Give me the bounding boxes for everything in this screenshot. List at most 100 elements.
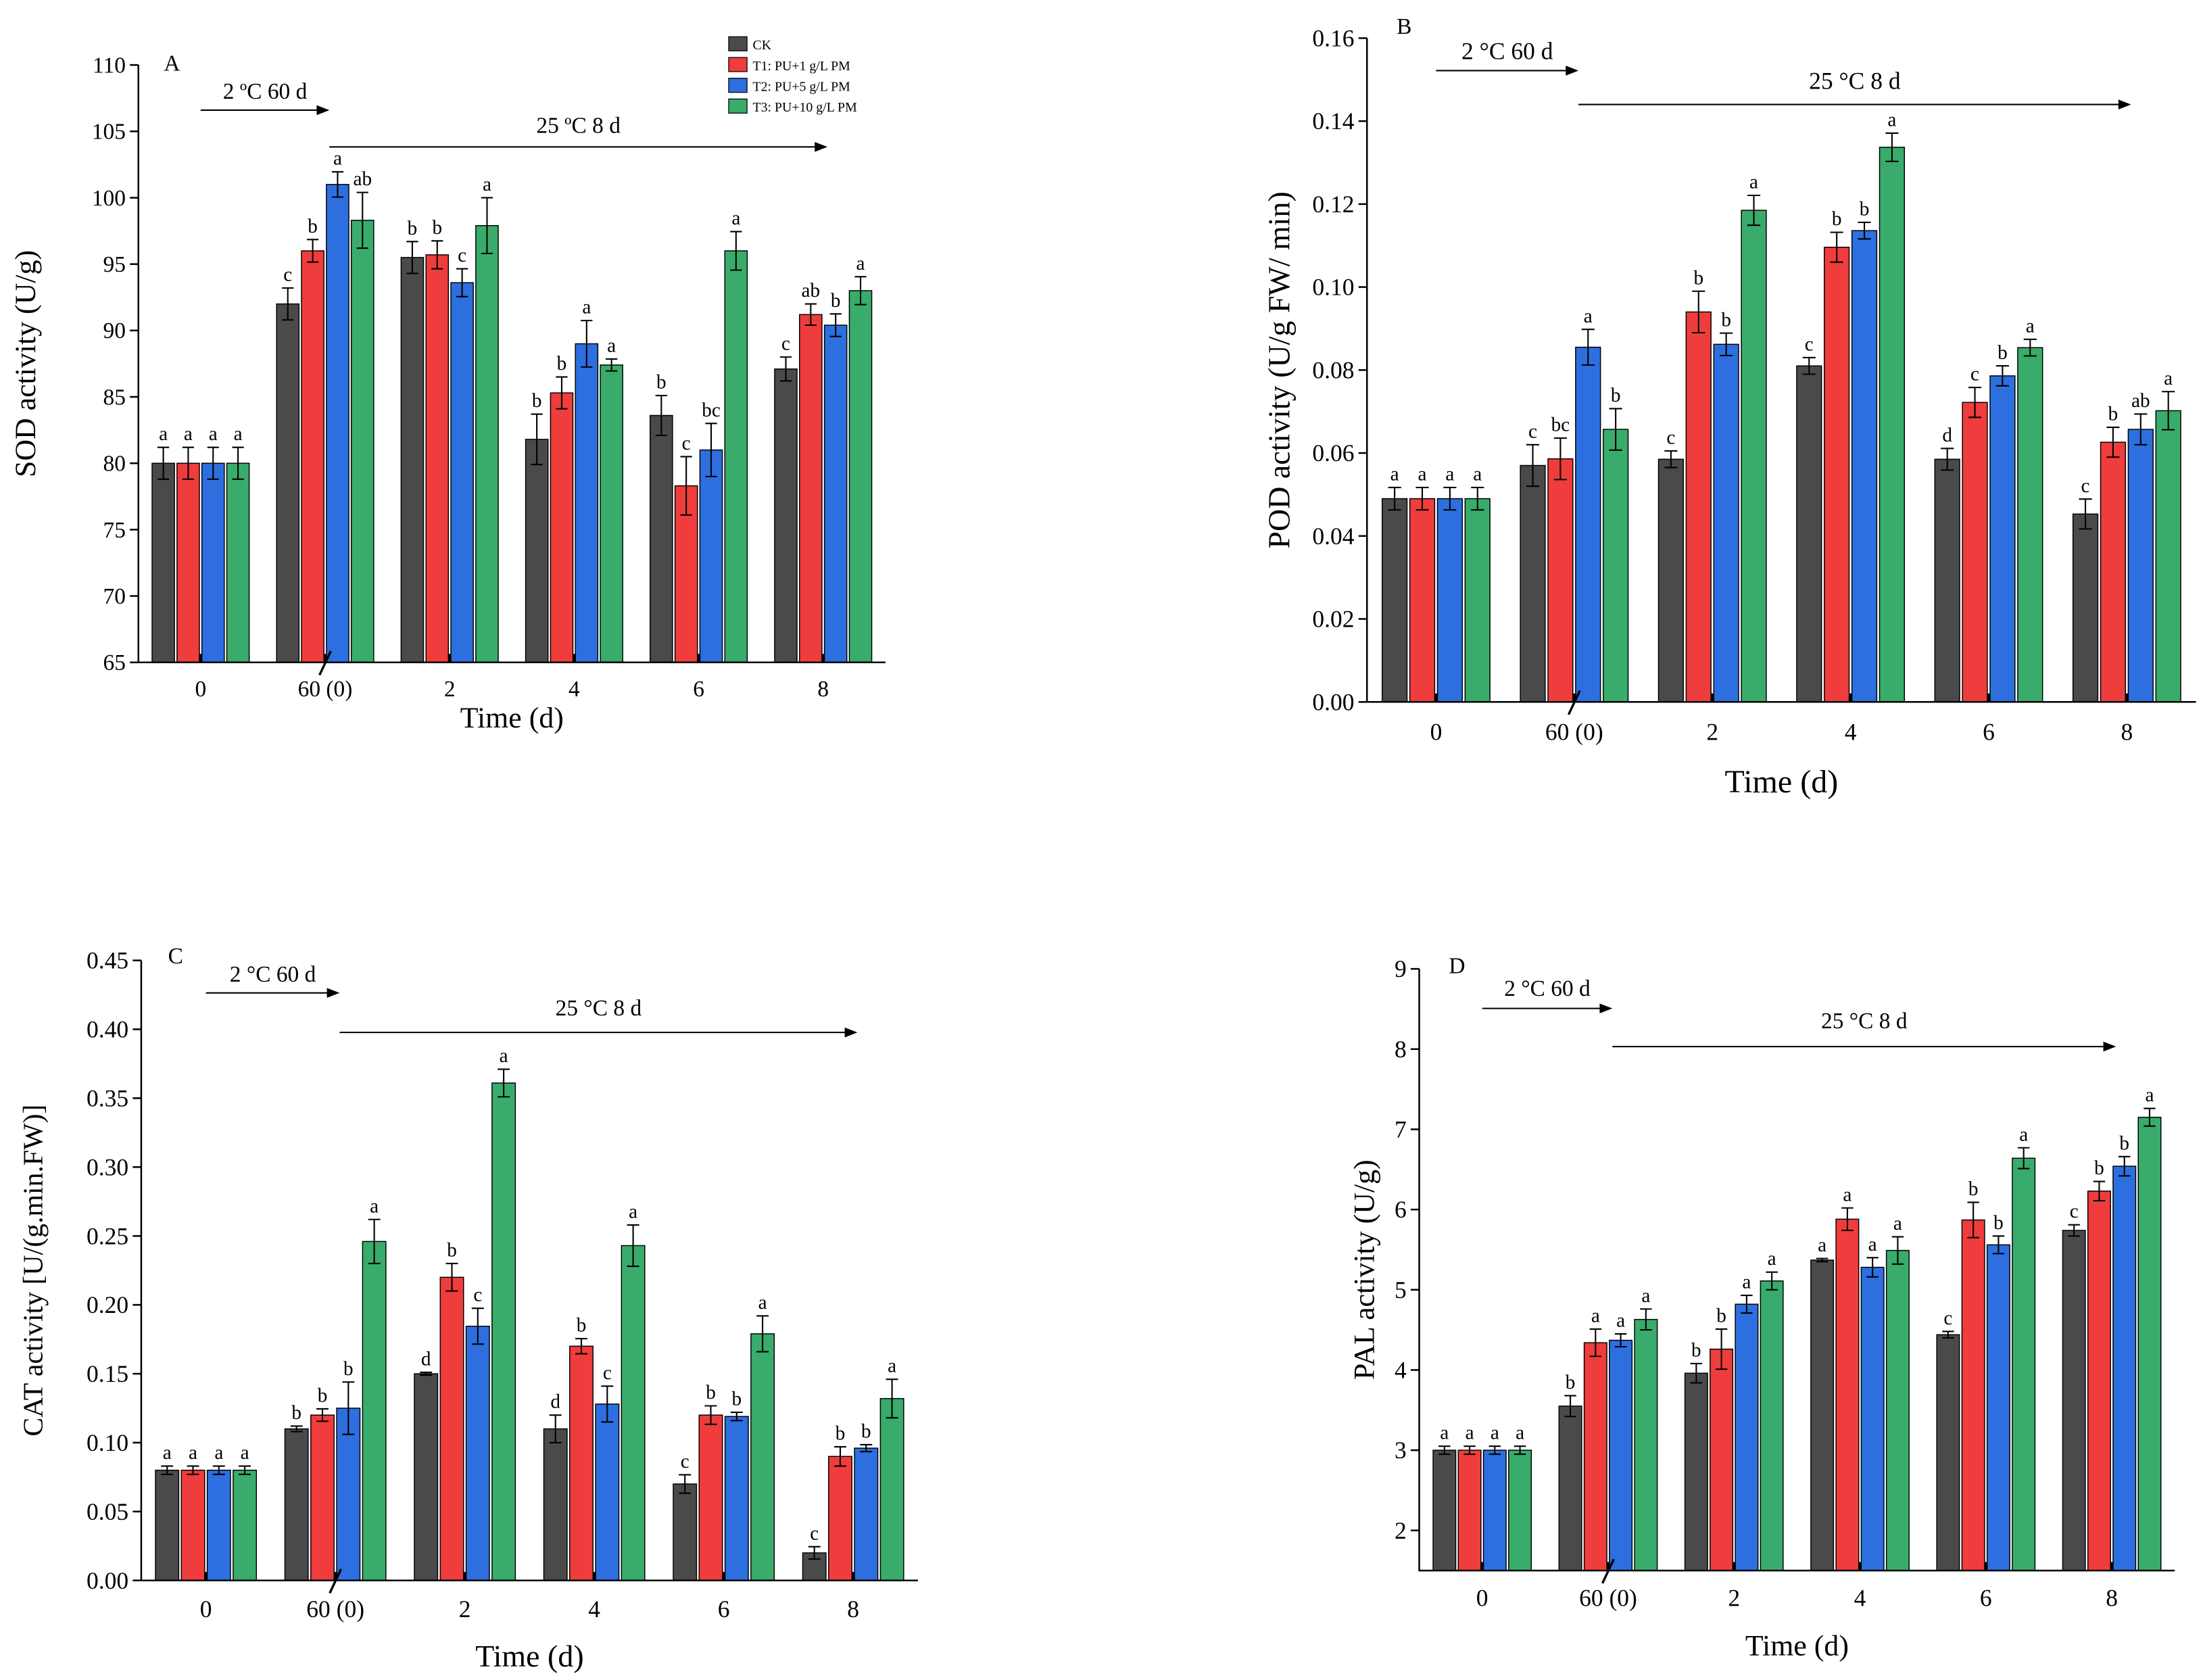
error-bar-a-s3-c2: [481, 197, 493, 255]
significance-letter-b-s3-c3: a: [1887, 109, 1896, 130]
error-bar-b-s3-c5: [2162, 391, 2175, 431]
error-bar-b-s0-c3: [1802, 356, 1816, 375]
error-bar-d-s2-c3: [1866, 1257, 1879, 1278]
significance-letter-b-s0-c0: a: [1390, 464, 1399, 485]
x-tick-label-c-4: 6: [718, 1595, 730, 1623]
bar-d-s3-c2: [1760, 1280, 1784, 1571]
bar-b-s0-c5: [2072, 513, 2099, 703]
error-bar-c-s1-c5: [834, 1445, 846, 1467]
significance-letter-c-s2-c2: c: [473, 1285, 482, 1306]
error-bar-c-s3-c2: [498, 1068, 510, 1098]
y-tick-label-a-1: 70: [103, 584, 126, 609]
bar-b-s2-c2: [1713, 343, 1739, 703]
error-bar-c-s1-c0: [187, 1465, 199, 1475]
bar-a-s3-c0: [226, 462, 250, 663]
significance-letter-a-s1-c0: a: [184, 423, 193, 445]
error-bar-c-s2-c3: [601, 1385, 614, 1423]
panel-label-b: B: [1397, 14, 1411, 39]
error-bar-c-s1-c1: [316, 1408, 329, 1422]
x-tick-label-d-1: 60 (0): [1579, 1584, 1637, 1611]
bar-a-s2-c3: [575, 343, 599, 663]
error-bar-d-s3-c2: [1766, 1271, 1778, 1291]
y-axis-title-d: PAL activity (U/g): [1349, 1159, 1381, 1380]
significance-letter-a-s2-c2: c: [458, 245, 466, 266]
error-bar-a-s3-c3: [606, 358, 618, 372]
annotation-arrow-b-0: 2 °C 60 d: [1436, 38, 1579, 76]
bar-d-s1-c0: [1457, 1449, 1482, 1571]
axes-d: [1411, 967, 2175, 1572]
arrow-head: [844, 1027, 858, 1038]
error-bar-a-s0-c4: [655, 395, 667, 437]
significance-letter-a-s2-c1: a: [333, 148, 342, 170]
x-tick-label-b-4: 6: [1983, 719, 1995, 746]
significance-letter-b-s1-c4: c: [1970, 364, 1979, 385]
error-bar-c-s2-c4: [730, 1412, 743, 1422]
error-bar-b-s0-c4: [1941, 448, 1954, 471]
significance-letter-d-s2-c3: a: [1868, 1234, 1877, 1255]
panel-c: Cabddccabbbbbabccbbaaaaaa0.000.050.100.1…: [18, 944, 918, 1673]
error-bar-d-s2-c0: [1488, 1445, 1501, 1456]
significance-letter-b-s2-c3: b: [1860, 198, 1870, 220]
significance-letter-d-s0-c4: c: [1943, 1307, 1952, 1329]
bar-a-s0-c1: [276, 303, 300, 663]
significance-letter-c-s2-c4: b: [732, 1389, 742, 1410]
bar-a-s1-c0: [176, 462, 200, 663]
bar-a-s2-c4: [699, 449, 723, 663]
significance-letter-a-s3-c4: a: [731, 208, 740, 229]
significance-letter-d-s1-c1: a: [1591, 1305, 1600, 1326]
error-bar-d-s3-c0: [1514, 1445, 1526, 1456]
error-bar-c-s0-c3: [549, 1414, 562, 1443]
legend-swatch-0: [728, 36, 748, 51]
significance-letter-a-s0-c5: c: [781, 333, 790, 355]
significance-letter-d-s0-c5: c: [2070, 1201, 2079, 1222]
significance-letter-c-s1-c4: b: [706, 1382, 716, 1403]
error-bar-c-s1-c4: [704, 1405, 717, 1425]
x-tick-label-d-4: 6: [1980, 1584, 1992, 1611]
bar-d-s1-c5: [2087, 1191, 2111, 1571]
significance-letter-a-s2-c0: a: [209, 423, 218, 445]
significance-letter-b-s2-c1: a: [1584, 306, 1593, 327]
significance-letter-a-s3-c1: ab: [353, 168, 372, 190]
significance-letter-d-s2-c4: b: [1993, 1212, 2004, 1234]
bar-d-s0-c2: [1684, 1372, 1708, 1571]
error-bar-c-s0-c4: [679, 1474, 692, 1494]
error-bar-c-s3-c3: [627, 1224, 639, 1268]
y-tick-label-b-4: 0.08: [1312, 356, 1354, 383]
error-bar-d-s1-c0: [1463, 1445, 1476, 1456]
legend-item-3: T3: PU+10 g/L PM: [728, 98, 857, 115]
significance-letter-b-s0-c5: c: [2081, 475, 2090, 497]
arrow-head: [1566, 66, 1579, 76]
significance-letter-b-s3-c1: b: [1611, 385, 1621, 406]
y-tick-label-d-5: 7: [1395, 1116, 1407, 1143]
bar-c-s3-c3: [621, 1245, 646, 1581]
x-tick-label-a-5: 8: [817, 677, 829, 702]
error-bar-b-s1-c5: [2106, 426, 2120, 458]
bar-a-s3-c2: [475, 224, 499, 663]
error-bar-b-s0-c1: [1526, 443, 1540, 487]
significance-letter-d-s2-c0: a: [1491, 1422, 1499, 1444]
bar-a-s2-c1: [326, 184, 349, 663]
annotation-label-b-0: 2 °C 60 d: [1461, 38, 1553, 65]
x-tick-label-b-5: 8: [2121, 719, 2133, 746]
bar-c-s0-c1: [284, 1428, 309, 1581]
significance-letter-b-s2-c2: b: [1721, 309, 1731, 331]
error-bar-d-s0-c0: [1438, 1445, 1451, 1456]
significance-letter-a-s1-c2: b: [432, 217, 442, 239]
error-bar-b-s1-c3: [1830, 231, 1843, 263]
significance-letter-a-s3-c0: a: [234, 423, 243, 445]
significance-letter-d-s1-c0: a: [1466, 1422, 1474, 1444]
legend-swatch-1: [728, 57, 748, 72]
significance-letter-d-s3-c4: a: [2019, 1124, 2028, 1145]
error-bar-b-s3-c1: [1609, 408, 1622, 451]
significance-letter-d-s0-c1: b: [1566, 1372, 1576, 1393]
bar-c-s0-c4: [673, 1483, 698, 1581]
significance-letter-b-s0-c2: c: [1666, 427, 1675, 449]
error-bar-a-s1-c4: [680, 456, 692, 516]
bar-d-s3-c4: [2012, 1157, 2036, 1571]
bar-d-s1-c4: [1961, 1219, 1985, 1571]
legend-label-0: CK: [752, 38, 771, 53]
significance-letter-d-s2-c1: a: [1616, 1310, 1625, 1332]
y-tick-label-a-3: 80: [103, 452, 126, 477]
bar-c-s3-c4: [750, 1333, 775, 1581]
